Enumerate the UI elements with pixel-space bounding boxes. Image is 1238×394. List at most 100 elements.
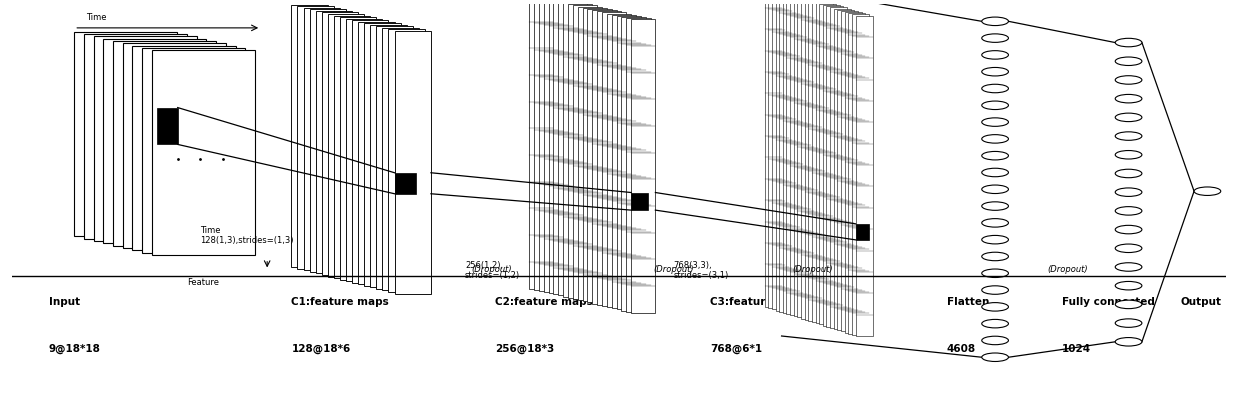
Text: Feature: Feature — [187, 278, 219, 287]
Polygon shape — [123, 43, 225, 248]
Polygon shape — [303, 8, 340, 270]
Circle shape — [982, 168, 1009, 177]
Polygon shape — [771, 0, 789, 309]
Polygon shape — [808, 0, 826, 321]
Text: 4608: 4608 — [947, 344, 976, 354]
Circle shape — [1115, 76, 1141, 84]
Polygon shape — [852, 14, 869, 335]
Circle shape — [1115, 95, 1141, 103]
Text: Fully connected: Fully connected — [1062, 297, 1155, 307]
Text: (Dropout): (Dropout) — [472, 265, 513, 274]
Polygon shape — [395, 31, 431, 294]
Polygon shape — [855, 15, 873, 336]
Text: (Dropout): (Dropout) — [654, 265, 695, 274]
Polygon shape — [631, 19, 655, 313]
Polygon shape — [794, 0, 811, 316]
Circle shape — [982, 151, 1009, 160]
Polygon shape — [345, 19, 383, 281]
Polygon shape — [607, 14, 631, 307]
Text: Flatten: Flatten — [947, 297, 989, 307]
Polygon shape — [617, 16, 641, 309]
Polygon shape — [782, 0, 800, 313]
Polygon shape — [543, 0, 568, 292]
Polygon shape — [352, 20, 389, 283]
Circle shape — [1195, 187, 1221, 195]
Circle shape — [982, 202, 1009, 210]
Polygon shape — [779, 0, 796, 312]
Polygon shape — [765, 0, 781, 307]
Polygon shape — [340, 17, 376, 280]
Circle shape — [982, 17, 1009, 26]
Polygon shape — [310, 9, 345, 272]
Polygon shape — [152, 50, 255, 255]
Text: Time
128(1,3),strides=(1,3): Time 128(1,3),strides=(1,3) — [201, 226, 293, 245]
Polygon shape — [775, 0, 792, 310]
Polygon shape — [837, 10, 854, 330]
Text: C1:feature maps: C1:feature maps — [291, 297, 389, 307]
Polygon shape — [612, 15, 636, 308]
Polygon shape — [370, 25, 406, 287]
Text: 768(3,3),
strides=(3,1): 768(3,3), strides=(3,1) — [673, 261, 729, 280]
Text: 256(1,2),
strides=(1,2): 256(1,2), strides=(1,2) — [465, 261, 520, 280]
Polygon shape — [322, 13, 358, 275]
Circle shape — [1115, 244, 1141, 253]
Text: (Dropout): (Dropout) — [792, 265, 833, 274]
Circle shape — [982, 269, 1009, 277]
Circle shape — [982, 219, 1009, 227]
Polygon shape — [383, 28, 418, 290]
Polygon shape — [132, 46, 235, 250]
Polygon shape — [74, 32, 177, 236]
Polygon shape — [592, 10, 617, 303]
Circle shape — [982, 236, 1009, 244]
Polygon shape — [820, 4, 836, 324]
Circle shape — [982, 353, 1009, 361]
Circle shape — [1115, 151, 1141, 159]
Polygon shape — [389, 30, 425, 292]
Text: 9@18*18: 9@18*18 — [48, 344, 100, 354]
Text: Output: Output — [1181, 297, 1222, 307]
Circle shape — [982, 67, 1009, 76]
Text: C3:feature maps: C3:feature maps — [709, 297, 807, 307]
Circle shape — [1115, 57, 1141, 65]
Polygon shape — [844, 12, 862, 333]
Circle shape — [982, 320, 1009, 328]
Text: C2:feature maps: C2:feature maps — [495, 297, 593, 307]
Polygon shape — [316, 11, 352, 273]
Circle shape — [1115, 38, 1141, 47]
Text: Time: Time — [87, 13, 106, 22]
Polygon shape — [597, 11, 621, 305]
Polygon shape — [553, 1, 578, 294]
Polygon shape — [621, 17, 646, 310]
Text: Input: Input — [48, 297, 80, 307]
Circle shape — [982, 34, 1009, 43]
Circle shape — [1115, 300, 1141, 309]
Polygon shape — [529, 0, 553, 288]
Circle shape — [1115, 169, 1141, 178]
Polygon shape — [588, 9, 612, 303]
Polygon shape — [583, 8, 607, 301]
Polygon shape — [539, 0, 563, 291]
Polygon shape — [827, 6, 843, 327]
Polygon shape — [786, 0, 803, 314]
Circle shape — [1115, 206, 1141, 215]
Text: 128@18*6: 128@18*6 — [291, 344, 350, 354]
Text: 256@18*3: 256@18*3 — [495, 344, 555, 354]
Circle shape — [1115, 188, 1141, 197]
Polygon shape — [626, 18, 650, 312]
Polygon shape — [848, 13, 865, 334]
Polygon shape — [805, 0, 822, 320]
Polygon shape — [558, 2, 583, 296]
Polygon shape — [841, 11, 858, 331]
Polygon shape — [823, 5, 839, 325]
Polygon shape — [573, 6, 597, 299]
Text: (Dropout): (Dropout) — [1047, 265, 1088, 274]
Polygon shape — [534, 0, 558, 290]
Polygon shape — [395, 173, 416, 194]
Circle shape — [1115, 281, 1141, 290]
Text: 768@6*1: 768@6*1 — [709, 344, 763, 354]
Polygon shape — [769, 0, 785, 308]
Circle shape — [982, 252, 1009, 261]
Circle shape — [982, 84, 1009, 93]
Polygon shape — [364, 23, 401, 286]
Polygon shape — [855, 224, 869, 240]
